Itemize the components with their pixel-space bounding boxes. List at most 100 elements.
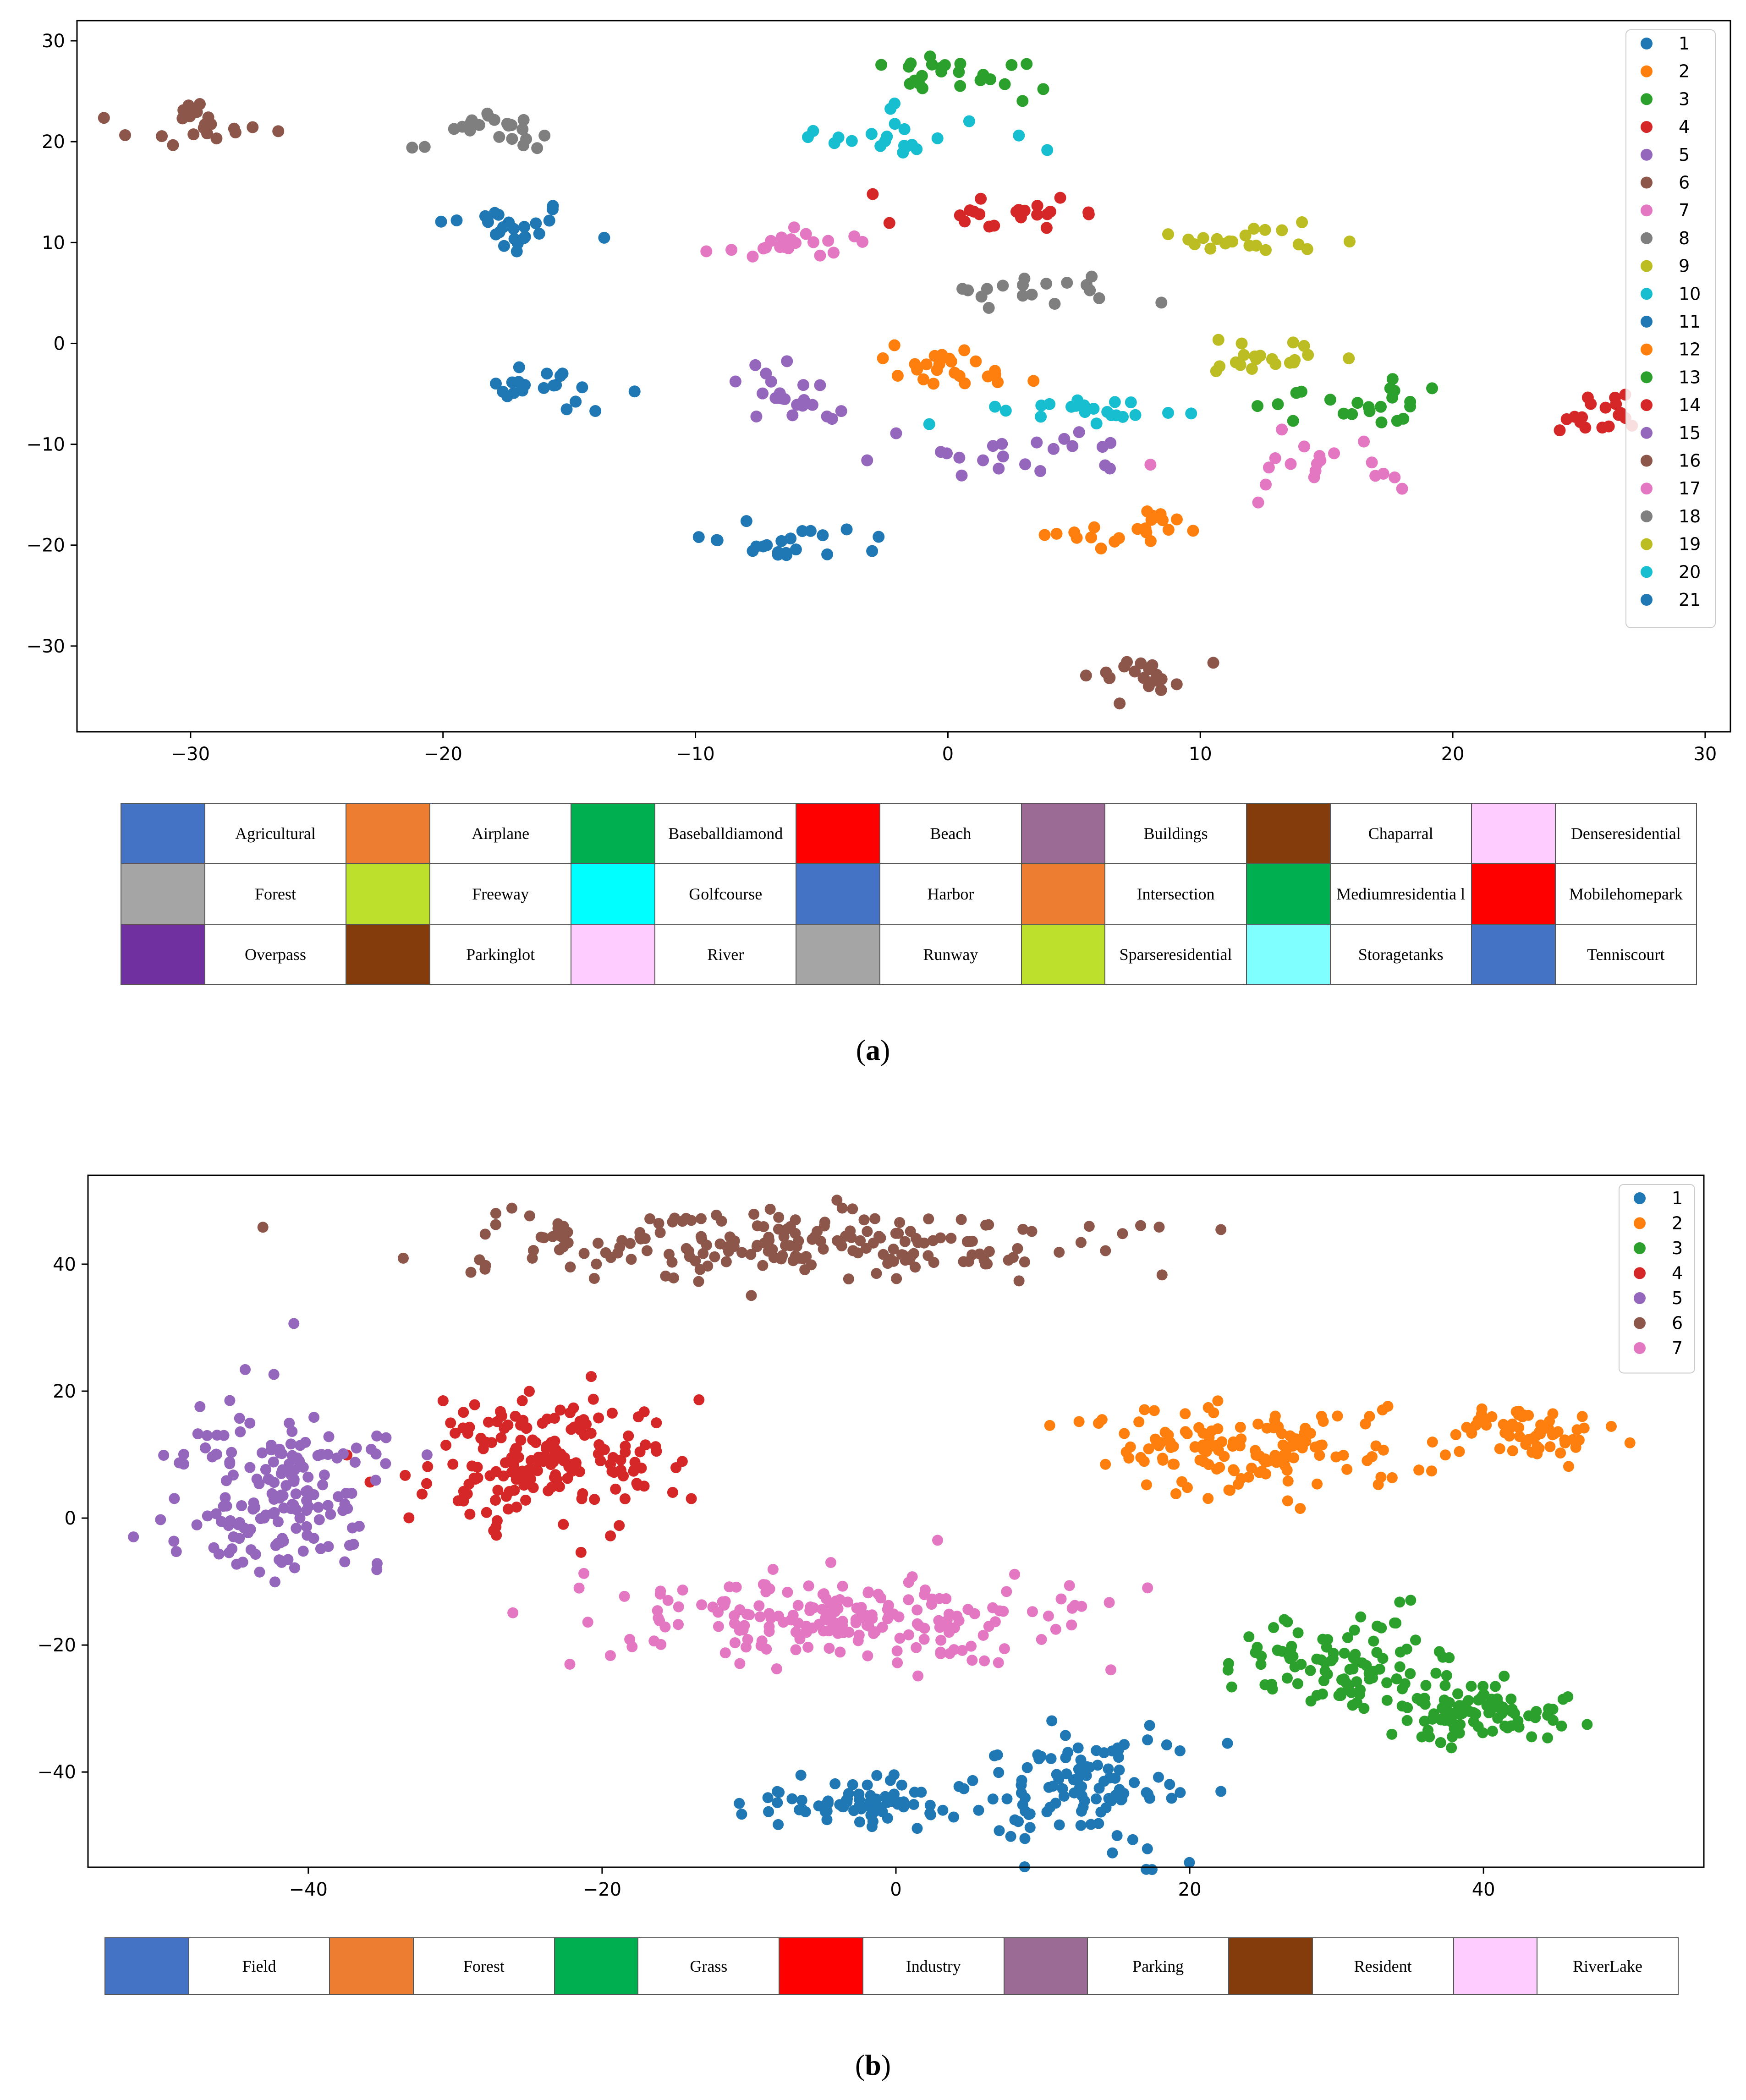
class-name-cell: Runway	[879, 924, 1022, 985]
point-series-15	[996, 438, 1008, 450]
point-series-7	[1009, 1568, 1021, 1580]
x-tick-label: −30	[171, 744, 210, 765]
point-series-2	[1153, 1440, 1164, 1452]
point-series-6	[793, 1252, 805, 1264]
point-series-4	[629, 1457, 641, 1468]
point-series-1	[774, 1787, 785, 1798]
legend-marker-11	[1641, 316, 1653, 328]
point-series-7	[822, 235, 835, 247]
point-series-5	[339, 1556, 351, 1568]
point-series-1	[1113, 1752, 1124, 1763]
point-series-13	[1252, 400, 1264, 412]
point-series-7	[866, 1609, 878, 1621]
point-series-6	[983, 1246, 995, 1257]
point-series-6	[210, 132, 223, 145]
point-series-1	[872, 1801, 884, 1812]
class-table-a-row: Forest Freeway Golfcourse Harbor Intersectio…	[121, 863, 1697, 925]
point-series-1	[1019, 1833, 1031, 1844]
point-series-7	[837, 1616, 848, 1627]
class-color-swatch	[121, 863, 205, 925]
point-series-3	[1317, 1689, 1328, 1700]
point-series-4	[422, 1461, 434, 1472]
point-series-6	[1007, 1252, 1019, 1263]
point-series-1	[1032, 1749, 1043, 1760]
point-series-6	[666, 1256, 678, 1268]
point-series-3	[1305, 1695, 1317, 1707]
class-color-swatch	[1471, 863, 1556, 925]
legend-label-7: 7	[1672, 1338, 1683, 1358]
point-series-19	[1298, 340, 1310, 352]
point-series-3	[1452, 1688, 1464, 1700]
point-series-1	[1103, 1763, 1114, 1775]
point-series-5	[291, 1452, 303, 1464]
point-series-7	[1142, 1582, 1153, 1594]
point-series-7	[912, 1670, 924, 1682]
point-series-10	[931, 132, 944, 144]
point-series-12	[1157, 514, 1169, 526]
point-series-5	[211, 1430, 223, 1441]
point-series-5	[349, 1457, 361, 1468]
point-series-6	[693, 1276, 704, 1287]
point-series-1	[1142, 1788, 1153, 1800]
point-series-7	[814, 249, 826, 262]
point-series-5	[749, 359, 762, 371]
point-series-1	[1060, 1730, 1071, 1741]
point-series-6	[562, 1237, 574, 1249]
point-series-1	[843, 1788, 854, 1799]
class-color-swatch	[1246, 863, 1331, 925]
point-series-5	[308, 1533, 319, 1544]
point-series-4	[458, 1488, 470, 1499]
point-series-6	[202, 111, 214, 124]
point-series-2	[1119, 1428, 1130, 1439]
point-series-7	[734, 1658, 746, 1669]
point-series-6	[547, 1231, 558, 1242]
point-series-4	[1054, 192, 1066, 204]
point-series-14	[1554, 424, 1566, 437]
point-series-5	[814, 379, 826, 391]
point-series-12	[1141, 505, 1153, 518]
class-legend-table-b: Field Forest Grass Industry Parking Resident R…	[104, 1937, 1679, 1995]
point-series-7	[837, 1580, 848, 1592]
point-series-6	[479, 1228, 491, 1240]
point-series-21	[840, 523, 853, 536]
point-series-1	[547, 200, 559, 212]
point-series-6	[614, 1241, 626, 1253]
point-series-4	[593, 1448, 604, 1460]
point-series-6	[98, 112, 110, 124]
point-series-3	[1439, 1715, 1450, 1726]
legend-label-16: 16	[1679, 451, 1701, 471]
point-series-10	[828, 137, 840, 149]
y-tick-label: 10	[42, 232, 65, 253]
point-series-6	[893, 1228, 904, 1239]
point-series-7	[803, 1580, 814, 1592]
point-series-20	[1087, 403, 1100, 415]
point-series-11	[506, 376, 518, 389]
point-series-5	[760, 367, 772, 380]
point-series-6	[906, 1250, 917, 1261]
legend-marker-2	[1641, 65, 1653, 77]
point-series-5	[338, 1448, 349, 1459]
point-series-2	[1169, 1458, 1180, 1470]
point-series-2	[1378, 1444, 1389, 1456]
point-series-7	[832, 1628, 844, 1639]
point-series-6	[465, 1267, 477, 1278]
y-ticks-a: 30 20 10 0 −10 −20 −30	[27, 31, 77, 657]
point-series-7	[763, 1608, 775, 1619]
point-series-11	[560, 403, 573, 416]
point-series-2	[1286, 1431, 1297, 1443]
point-series-5	[269, 1576, 280, 1588]
point-series-12	[1095, 543, 1107, 555]
class-color-swatch	[346, 803, 430, 864]
point-series-12	[1050, 527, 1063, 540]
point-series-7	[830, 1596, 842, 1607]
point-series-6	[667, 1216, 678, 1228]
point-series-4	[628, 1465, 639, 1477]
point-series-16	[1143, 663, 1155, 675]
point-series-5	[210, 1508, 222, 1519]
point-series-6	[873, 1231, 885, 1242]
point-series-4	[513, 1452, 524, 1463]
point-series-1	[518, 232, 530, 244]
point-series-5	[274, 1554, 285, 1566]
point-series-14	[1585, 398, 1597, 410]
point-series-6	[843, 1273, 854, 1285]
